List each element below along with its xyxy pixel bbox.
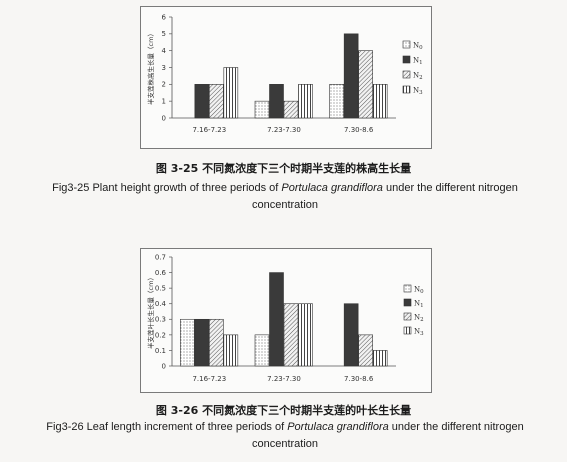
bar-n3 [223, 67, 239, 119]
legend-swatch-n0 [402, 40, 411, 49]
legend-swatch-n1 [403, 298, 412, 307]
bar-n1 [269, 272, 284, 367]
category-label: 7.30-8.6 [344, 126, 374, 134]
y-tick-label: 0.3 [155, 316, 166, 324]
y-tick-label: 0.2 [155, 331, 166, 339]
caption-en-pre: Fig3-25 Plant height growth of three per… [52, 182, 282, 194]
y-tick-label: 6 [162, 13, 167, 21]
bar-n1 [194, 318, 210, 367]
caption-en-pre: Fig3-26 Leaf length increment of three p… [46, 421, 288, 433]
legend-label: N3 [414, 328, 424, 338]
legend-label: N2 [413, 72, 423, 82]
figure-caption-en: Fig3-26 Leaf length increment of three p… [20, 419, 550, 453]
legend-swatch-n2 [403, 312, 412, 321]
bar-n3 [298, 303, 313, 367]
caption-en-species: Portulaca grandiflora [287, 421, 389, 433]
legend-label: N2 [414, 314, 424, 324]
bar-n2 [358, 50, 373, 119]
category-label: 7.30-8.6 [344, 375, 374, 383]
bar-n2 [209, 84, 224, 119]
plant-height-chart: 0 1 2 3 4 5 6 半支莲株高生长量（cm） 7.16-7.23 7.23-7.30 7.3… [146, 13, 423, 134]
category-label: 7.16-7.23 [192, 126, 226, 134]
bar-n1 [343, 33, 359, 119]
y-tick-label: 0.7 [155, 253, 166, 261]
bar-n2 [358, 334, 373, 367]
legend-label: N3 [413, 87, 423, 97]
bar-n0 [180, 318, 195, 367]
bar-n2 [283, 303, 299, 367]
y-axis-label: 半支莲叶长生长量（cm） [146, 274, 155, 349]
bar-n3 [372, 350, 388, 367]
y-tick-label: 0 [162, 114, 166, 122]
legend-label: N0 [413, 42, 423, 52]
caption-en-species: Portulaca grandiflora [281, 182, 383, 194]
bar-n0 [329, 84, 344, 119]
bar-n1 [194, 84, 210, 119]
leaf-length-chart: 0 0.1 0.2 0.3 0.4 0.5 0.6 0.7 半支莲叶长生长量（cm） 7.16-7… [146, 253, 424, 383]
caption-en-post: under the different nitrogen concentrati… [251, 421, 524, 450]
y-tick-label: 4 [162, 47, 167, 55]
legend-swatch-n3 [403, 326, 412, 335]
category-label: 7.16-7.23 [192, 375, 226, 383]
chart-frame-3-25 [140, 6, 432, 149]
caption-en-post: under the different nitrogen concentrati… [251, 182, 518, 211]
y-tick-label: 0.4 [155, 300, 167, 308]
category-label: 7.23-7.30 [267, 375, 301, 383]
bar-n2 [209, 318, 224, 367]
legend-swatch-n1 [402, 55, 411, 64]
figure-caption-en: Fig3-25 Plant height growth of three per… [20, 180, 550, 214]
y-tick-label: 2 [162, 81, 166, 89]
y-tick-label: 0.5 [155, 285, 166, 293]
figure-caption-cn: 图 3-26 不同氮浓度下三个时期半支莲的叶长生长量 [155, 404, 412, 417]
bar-n0 [254, 100, 270, 119]
bar-n1 [343, 303, 359, 367]
bar-n0 [254, 334, 270, 367]
legend-swatch-n0 [403, 284, 412, 293]
legend-swatch-n2 [402, 70, 411, 79]
y-tick-label: 5 [162, 30, 166, 38]
y-tick-label: 0.6 [155, 269, 167, 277]
y-tick-label: 0.1 [155, 347, 166, 355]
bar-n3 [223, 334, 239, 367]
figure-caption-cn: 图 3-25 不同氮浓度下三个时期半支莲的株高生长量 [155, 162, 412, 175]
y-tick-label: 0 [162, 362, 166, 370]
legend-label: N1 [414, 300, 424, 310]
category-label: 7.23-7.30 [267, 126, 301, 134]
y-axis-label: 半支莲株高生长量（cm） [146, 30, 155, 105]
legend-label: N0 [414, 286, 424, 296]
legend-swatch-n3 [402, 85, 411, 94]
y-tick-label: 3 [162, 64, 166, 72]
y-tick-label: 1 [162, 98, 166, 106]
bar-n3 [372, 84, 388, 119]
legend-label: N1 [413, 57, 423, 67]
bar-n3 [298, 84, 313, 119]
bar-n2 [283, 100, 299, 119]
bar-n1 [269, 84, 284, 119]
